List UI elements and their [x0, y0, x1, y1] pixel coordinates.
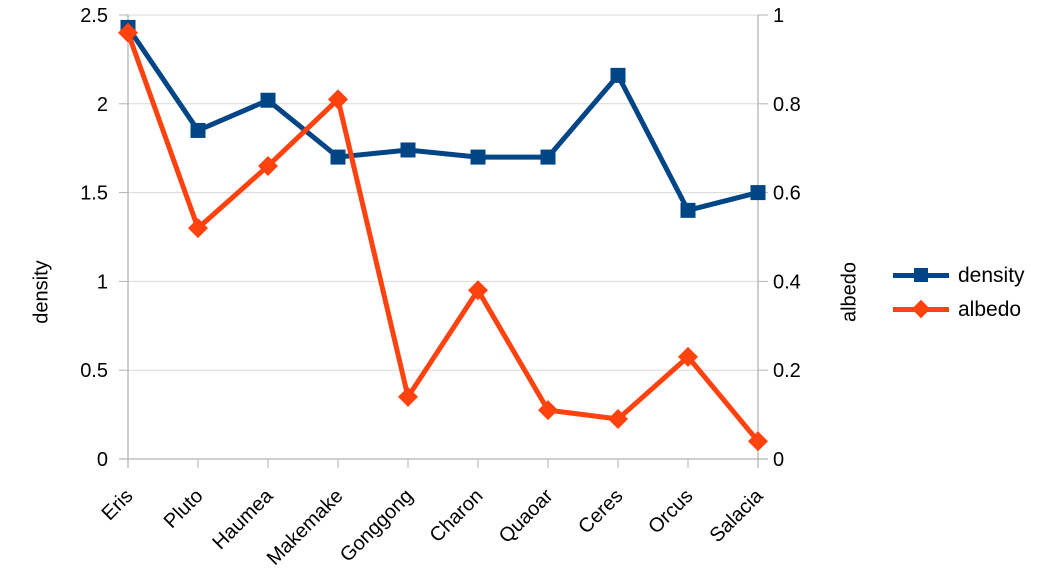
chart-legend: density albedo [893, 258, 1025, 326]
legend-sample-density [893, 265, 949, 285]
left-axis-title: density [30, 260, 53, 324]
category-label: Salacia [706, 484, 769, 547]
density-marker [610, 67, 626, 83]
density-marker [750, 185, 766, 201]
left-axis-tick-label: 1 [97, 271, 108, 293]
legend-label-albedo: albedo [958, 297, 1022, 321]
legend-item-albedo: albedo [893, 292, 1025, 326]
legend-label-density: density [958, 263, 1025, 287]
right-axis-tick-label: 0.2 [773, 360, 801, 382]
left-axis-tick-label: 2 [97, 94, 108, 116]
right-axis-tick-label: 1 [773, 5, 784, 27]
diamond-marker-icon [911, 299, 931, 319]
albedo-marker [398, 386, 418, 407]
right-axis-title: albedo [838, 261, 861, 323]
density-marker [540, 149, 556, 165]
category-label: Haumea [209, 484, 279, 554]
legend-item-density: density [893, 258, 1025, 292]
category-label: Ceres [574, 485, 627, 538]
albedo-marker [538, 400, 558, 421]
albedo-marker [258, 155, 278, 176]
density-line [125, 26, 759, 214]
density-marker [260, 92, 276, 108]
density-marker [330, 149, 346, 165]
category-label: Quaoar [495, 485, 558, 548]
legend-sample-albedo [893, 299, 949, 319]
category-label: Eris [98, 485, 138, 525]
category-label: Pluto [160, 485, 208, 533]
albedo-line [125, 31, 760, 443]
left-axis-tick-label: 0 [97, 449, 108, 471]
albedo-marker [118, 22, 138, 43]
albedo-marker [188, 218, 208, 239]
square-marker-icon [914, 268, 928, 282]
category-label: Makemake [263, 485, 348, 570]
category-label: Charon [426, 485, 488, 547]
category-label: Orcus [644, 485, 697, 538]
albedo-marker [678, 346, 698, 367]
left-axis-tick-label: 1.5 [80, 183, 108, 205]
density-marker [400, 142, 416, 158]
right-axis-tick-label: 0.4 [773, 271, 801, 293]
density-marker [680, 202, 696, 218]
albedo-marker [608, 409, 628, 430]
density-marker [470, 149, 486, 165]
albedo-marker [328, 89, 348, 110]
category-label: Gonggong [336, 485, 418, 567]
left-axis-tick-label: 0.5 [80, 360, 108, 382]
left-axis-tick-label: 2.5 [80, 5, 108, 27]
right-axis-tick-label: 0.8 [773, 94, 801, 116]
right-axis-tick-label: 0.6 [773, 183, 801, 205]
right-axis-tick-label: 0 [773, 449, 784, 471]
albedo-marker [468, 280, 488, 301]
albedo-marker [748, 431, 768, 452]
density-marker [190, 122, 206, 138]
